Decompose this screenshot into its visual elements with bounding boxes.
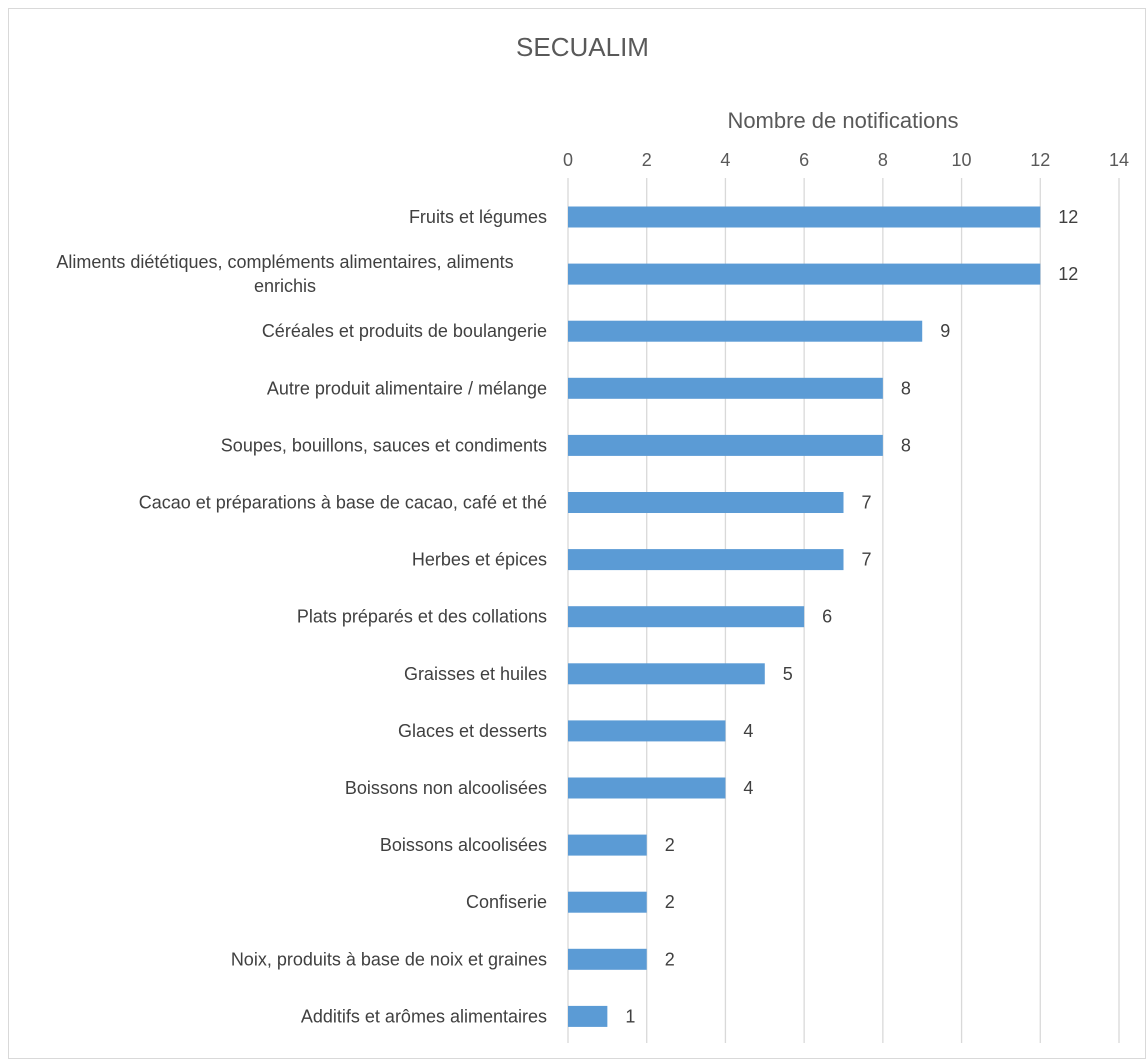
category-label: Céréales et produits de boulangerie bbox=[262, 321, 547, 341]
bar bbox=[568, 720, 726, 742]
category-label: Glaces et desserts bbox=[398, 721, 547, 741]
category-label: Graisses et huiles bbox=[404, 664, 547, 684]
bar bbox=[568, 777, 726, 799]
data-label: 12 bbox=[1058, 264, 1078, 284]
bar bbox=[568, 377, 883, 399]
bar bbox=[568, 320, 923, 342]
bar bbox=[568, 263, 1041, 285]
data-label: 5 bbox=[783, 664, 793, 684]
data-label: 4 bbox=[743, 778, 753, 798]
category-label: Boissons alcoolisées bbox=[380, 835, 547, 855]
data-label: 2 bbox=[665, 949, 675, 969]
category-label: Noix, produits à base de noix et graines bbox=[231, 949, 547, 969]
category-label: Herbes et épices bbox=[412, 550, 547, 570]
category-label: Additifs et arômes alimentaires bbox=[301, 1006, 547, 1026]
data-label: 8 bbox=[901, 435, 911, 455]
bar bbox=[568, 606, 805, 628]
data-label: 4 bbox=[743, 721, 753, 741]
x-axis-title: Nombre de notifications bbox=[727, 108, 959, 133]
x-tick-label: 14 bbox=[1109, 150, 1129, 170]
bar bbox=[568, 1005, 608, 1027]
data-label: 12 bbox=[1058, 207, 1078, 227]
data-label: 6 bbox=[822, 607, 832, 627]
data-label: 9 bbox=[940, 321, 950, 341]
bar bbox=[568, 834, 647, 856]
category-label: Fruits et légumes bbox=[409, 207, 547, 227]
category-label: Boissons non alcoolisées bbox=[345, 778, 547, 798]
chart-title: SECUALIM bbox=[516, 32, 649, 62]
bar bbox=[568, 492, 844, 513]
bar bbox=[568, 206, 1041, 228]
data-label: 2 bbox=[665, 835, 675, 855]
category-label: Confiserie bbox=[466, 892, 547, 912]
data-label: 2 bbox=[665, 892, 675, 912]
bar bbox=[568, 549, 844, 571]
x-tick-label: 8 bbox=[878, 150, 888, 170]
data-label: 7 bbox=[862, 550, 872, 570]
bar bbox=[568, 891, 647, 913]
category-label: Autre produit alimentaire / mélange bbox=[267, 378, 547, 398]
bar bbox=[568, 663, 765, 685]
x-tick-label: 0 bbox=[563, 150, 573, 170]
chart-frame bbox=[8, 8, 1146, 1059]
data-label: 7 bbox=[862, 493, 872, 513]
data-label: 8 bbox=[901, 378, 911, 398]
data-label: 1 bbox=[625, 1006, 635, 1026]
category-label: Cacao et préparations à base de cacao, c… bbox=[139, 493, 547, 513]
bar bbox=[568, 434, 883, 456]
x-tick-label: 2 bbox=[642, 150, 652, 170]
category-label: Plats préparés et des collations bbox=[297, 607, 547, 627]
category-label: Soupes, bouillons, sauces et condiments bbox=[221, 435, 547, 455]
category-label: Aliments diététiques, compléments alimen… bbox=[56, 252, 513, 296]
x-tick-label: 6 bbox=[799, 150, 809, 170]
x-tick-label: 12 bbox=[1030, 150, 1050, 170]
x-tick-label: 10 bbox=[952, 150, 972, 170]
x-tick-label: 4 bbox=[720, 150, 730, 170]
bar bbox=[568, 948, 647, 970]
